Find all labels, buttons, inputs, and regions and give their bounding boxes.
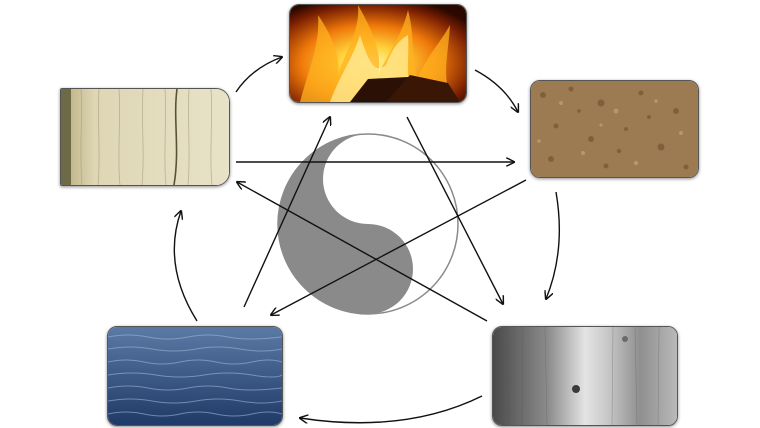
arrow-wood-to-fire [235,57,282,93]
wood-element-image [60,88,230,186]
arrow-earth-to-metal [546,191,561,299]
arrow-metal-to-water [300,395,483,423]
metal-element-image [492,326,678,426]
earth-element-image [530,80,699,178]
arrow-fire-to-metal [406,116,503,304]
yin-yang-icon [277,133,459,315]
arrow-earth-to-water [271,179,527,315]
arrow-water-to-fire [243,117,330,308]
generating-cycle-arrows [173,57,561,423]
fire-element-image [289,4,467,103]
water-element-image [107,326,283,426]
arrow-water-to-wood [173,211,198,322]
arrow-fire-to-earth [474,69,518,112]
overcoming-cycle-arrows [236,116,527,322]
arrow-metal-to-wood [237,182,488,322]
